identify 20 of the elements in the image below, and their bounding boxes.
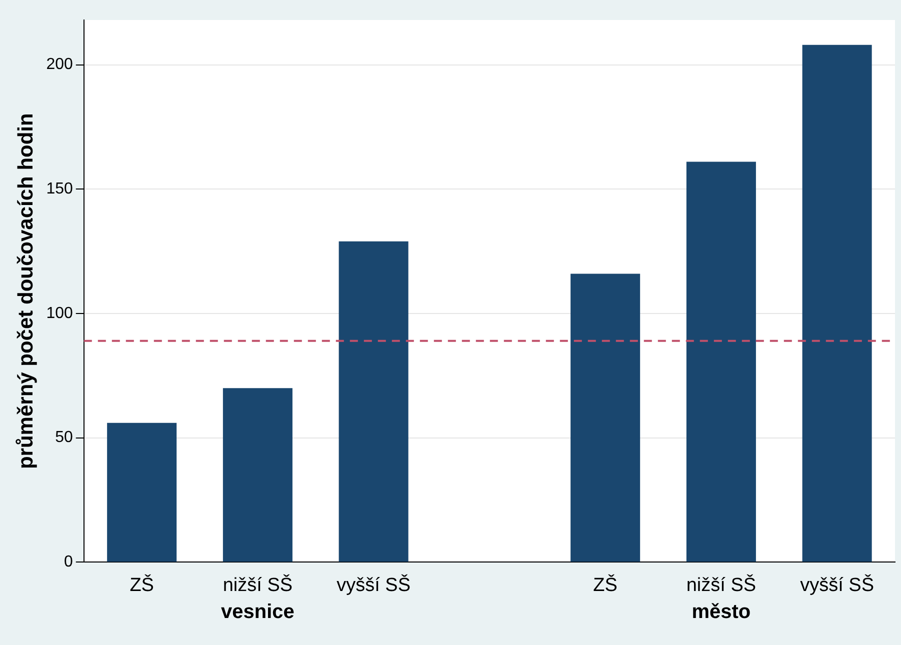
x-tick-label: ZŠ xyxy=(593,574,618,596)
text: vesnice xyxy=(221,601,294,624)
y-tick-label: 50 xyxy=(55,429,73,446)
x-tick-label: vyšší SŠ xyxy=(336,574,411,596)
x-tick-label: nižší SŠ xyxy=(686,574,756,596)
x-tick-label: vyšší SŠ xyxy=(800,574,874,596)
y-axis-title: průměrný počet doučovacích hodin xyxy=(14,113,38,470)
bar xyxy=(338,241,408,562)
y-tick-label: 150 xyxy=(46,180,73,198)
bar xyxy=(570,274,640,562)
y-tick-label: 100 xyxy=(46,304,73,322)
bar xyxy=(686,162,756,562)
text: město xyxy=(692,601,751,624)
x-tick-label: ZŠ xyxy=(130,574,154,596)
bar xyxy=(222,388,292,562)
bar xyxy=(802,44,872,562)
y-tick-label: 200 xyxy=(46,56,73,74)
x-tick-label: nižší SŠ xyxy=(222,574,293,596)
y-tick-label: 0 xyxy=(64,554,73,571)
bar xyxy=(107,422,177,562)
